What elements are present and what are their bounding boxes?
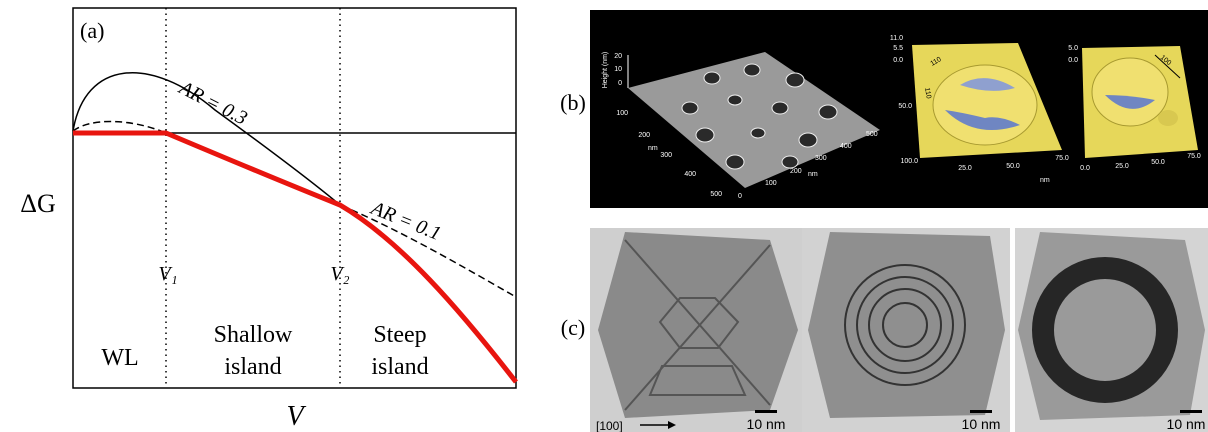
- x-label: V: [286, 401, 306, 432]
- scale-bar: [755, 410, 777, 413]
- curve-label: AR = 0.3: [174, 76, 251, 130]
- panel-a: (a) AR = 0.3 AR = 0.1 V₁ V₂ WL Shallow i…: [20, 8, 516, 432]
- shape: [772, 102, 788, 114]
- curve-ar01: [73, 121, 516, 297]
- island-top-view: [808, 232, 1005, 418]
- shape: [728, 95, 742, 105]
- panel-c: (c) [100] 10 nm 10 nm 10 nm: [561, 228, 1208, 432]
- tick-label: 75.0: [1187, 153, 1201, 160]
- axis-title: Height (nm): [602, 52, 609, 89]
- tick-label: 25.0: [958, 165, 972, 172]
- frame: [73, 8, 516, 388]
- shape: [782, 156, 798, 168]
- island: [933, 65, 1037, 145]
- tick-label: 50.0: [1151, 159, 1165, 166]
- scale-label: 10 nm: [747, 416, 786, 432]
- scale-label: 10 nm: [1167, 416, 1206, 432]
- tick-label: 20: [614, 53, 622, 60]
- tick-label: 100.0: [900, 158, 918, 165]
- scale-bar: [1180, 410, 1202, 413]
- island-top-view: [598, 232, 798, 418]
- panel-b: (b) Height (nm) 20 10 0 100 200 300 400 …: [560, 10, 1208, 208]
- region-label: Shallow: [214, 322, 293, 348]
- shape: [751, 128, 765, 138]
- island: [1092, 58, 1168, 126]
- tick-label: 0.0: [1068, 57, 1078, 64]
- figure: (a) AR = 0.3 AR = 0.1 V₁ V₂ WL Shallow i…: [0, 0, 1208, 432]
- tick-label: 100: [616, 110, 628, 117]
- marker-label: V₂: [330, 263, 349, 285]
- island: [1158, 110, 1178, 126]
- tick-label: 0: [618, 80, 622, 87]
- axis-unit: nm: [648, 145, 658, 152]
- region-label: WL: [101, 345, 138, 371]
- tick-label: 50.0: [1006, 163, 1020, 170]
- scale-bar: [970, 410, 992, 413]
- tick-label: 300: [660, 152, 672, 159]
- tick-label: 100: [765, 180, 777, 187]
- marker-label: V₁: [158, 263, 177, 285]
- shape: [799, 133, 817, 147]
- y-label: ΔG: [20, 189, 56, 218]
- shape: [696, 128, 714, 142]
- shape: [726, 155, 744, 169]
- tick-label: 400: [840, 143, 852, 150]
- panel-label: (a): [80, 18, 104, 43]
- min-energy-curve: [73, 133, 516, 382]
- tick-label: 25.0: [1115, 163, 1129, 170]
- tick-label: 400: [684, 171, 696, 178]
- tick-label: 5.0: [1068, 45, 1078, 52]
- tick-label: 0: [738, 193, 742, 200]
- tick-label: 0.0: [1080, 165, 1090, 172]
- axis-unit: nm: [1040, 177, 1050, 184]
- tick-label: 300: [815, 155, 827, 162]
- scale-label: 10 nm: [962, 416, 1001, 432]
- tick-label: 200: [638, 132, 650, 139]
- region-label: island: [224, 354, 281, 380]
- tick-label: 0.0: [893, 57, 903, 64]
- shape: [819, 105, 837, 119]
- axis-unit: nm: [808, 171, 818, 178]
- tick-label: 200: [790, 168, 802, 175]
- tick-label: 500: [710, 191, 722, 198]
- region-label: island: [371, 354, 428, 380]
- shape: [744, 64, 760, 76]
- shape: [682, 102, 698, 114]
- panel-label: (b): [560, 90, 586, 115]
- tick-label: 50.0: [898, 103, 912, 110]
- shape: [704, 72, 720, 84]
- tick-label: 11.0: [890, 35, 903, 42]
- curve-label: AR = 0.1: [366, 196, 444, 244]
- region-label: Steep: [373, 322, 426, 348]
- tick-label: 500: [866, 131, 878, 138]
- tick-label: 10: [614, 66, 622, 73]
- direction-label: [100]: [596, 419, 623, 432]
- panel-label: (c): [561, 315, 585, 340]
- shape: [786, 73, 804, 87]
- tick-label: 5.5: [893, 45, 903, 52]
- tick-label: 75.0: [1055, 155, 1069, 162]
